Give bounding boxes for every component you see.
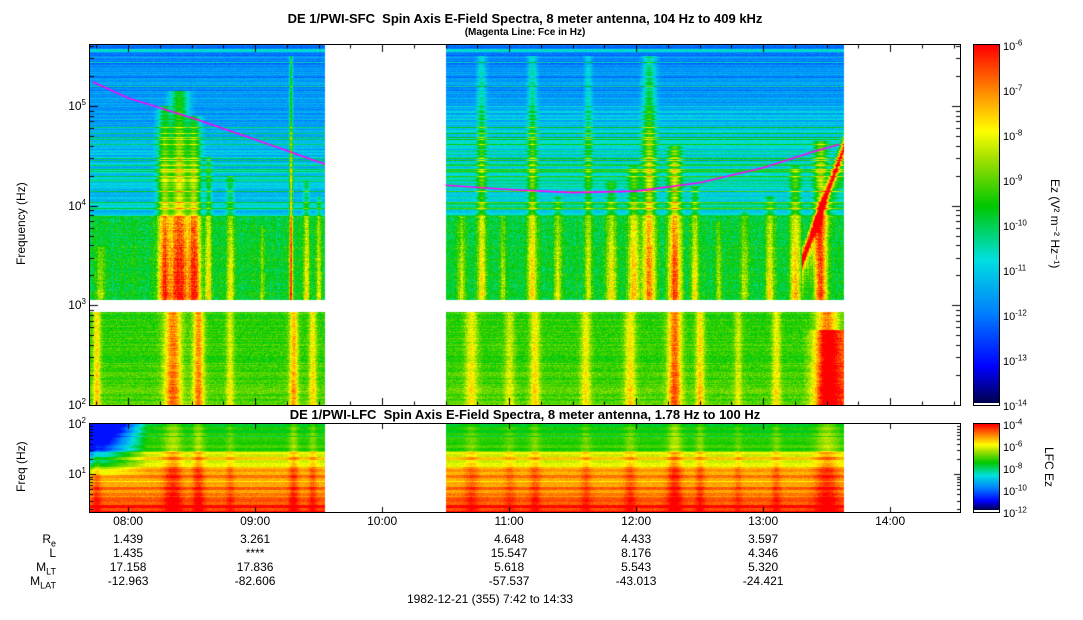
ephemeris-value: 17.158 xyxy=(109,560,147,574)
ephemeris-value: 8.176 xyxy=(621,546,652,560)
lfc-colorbar xyxy=(973,423,1000,513)
time-tick-label: 12:00 xyxy=(621,514,652,528)
ephemeris-value: 4.346 xyxy=(748,546,779,560)
lfc-colorbar-canvas xyxy=(974,424,999,510)
sfc-colorbar-tick-label: 10-9 xyxy=(1003,173,1023,188)
lfc-y-axis-label: Freq (Hz) xyxy=(14,441,28,493)
sfc-spectrogram-panel xyxy=(89,44,961,406)
ephemeris-value: 4.648 xyxy=(494,532,525,546)
time-tick-label: 09:00 xyxy=(240,514,271,528)
lfc-colorbar-tick-label: 10-4 xyxy=(1003,417,1023,432)
ephemeris-value: 1.439 xyxy=(113,532,144,546)
ephemeris-row-label: L xyxy=(49,546,56,560)
lfc-colorbar-tick-label: 10-12 xyxy=(1003,505,1027,520)
ephemeris-row-label: MLAT xyxy=(30,574,56,591)
ephemeris-value: 17.836 xyxy=(236,560,274,574)
lfc-ytick-label: 102 xyxy=(68,416,86,431)
ephemeris-value: 1.435 xyxy=(113,546,144,560)
sfc-colorbar-tick-label: 10-11 xyxy=(1003,263,1027,278)
time-tick-label: 10:00 xyxy=(367,514,398,528)
ephemeris-value: 5.543 xyxy=(621,560,652,574)
lfc-colorbar-tick-label: 10-8 xyxy=(1003,461,1023,476)
sfc-subtitle: (Magenta Line: Fce in Hz) xyxy=(464,27,586,38)
ephemeris-value: -43.013 xyxy=(615,574,657,588)
sfc-colorbar-tick-label: 10-6 xyxy=(1003,38,1023,53)
sfc-colorbar-tick-label: 10-13 xyxy=(1003,353,1027,368)
sfc-title: DE 1/PWI-SFC Spin Axis E-Field Spectra, … xyxy=(287,11,763,26)
sfc-colorbar-label: Ez (V² m⁻² Hz⁻¹) xyxy=(1048,179,1062,269)
ephemeris-value: 5.320 xyxy=(748,560,779,574)
sfc-colorbar-canvas xyxy=(974,45,999,403)
sfc-colorbar-tick-label: 10-8 xyxy=(1003,128,1023,143)
lfc-ytick-label: 101 xyxy=(68,466,86,482)
sfc-colorbar-tick-label: 10-7 xyxy=(1003,83,1023,98)
ephemeris-value: 15.547 xyxy=(490,546,528,560)
sfc-ytick-label: 104 xyxy=(68,197,86,213)
sfc-y-axis-label: Frequency (Hz) xyxy=(14,182,28,266)
time-tick-label: 13:00 xyxy=(748,514,779,528)
sfc-colorbar xyxy=(973,44,1000,406)
ephemeris-value: -57.537 xyxy=(488,574,530,588)
sfc-ytick-label: 103 xyxy=(68,297,86,313)
sfc-colorbar-tick-label: 10-10 xyxy=(1003,218,1027,233)
ephemeris-value: -12.963 xyxy=(107,574,149,588)
lfc-colorbar-tick-label: 10-10 xyxy=(1003,483,1027,498)
lfc-spectrogram-panel xyxy=(89,423,961,513)
sfc-ytick-label: 105 xyxy=(68,97,86,113)
lfc-title: DE 1/PWI-LFC Spin Axis E-Field Spectra, … xyxy=(289,407,761,422)
ephemeris-value: **** xyxy=(245,546,265,560)
ephemeris-row-label: Re xyxy=(42,532,56,549)
lfc-colorbar-tick-label: 10-6 xyxy=(1003,439,1023,454)
lfc-colorbar-label: LFC Ez xyxy=(1042,446,1056,487)
ephemeris-value: 3.597 xyxy=(748,532,779,546)
ephemeris-value: 5.618 xyxy=(494,560,525,574)
ephemeris-value: 4.433 xyxy=(621,532,652,546)
sfc-spectrogram-canvas xyxy=(90,45,960,405)
date-range-footer: 1982-12-21 (355) 7:42 to 14:33 xyxy=(406,592,574,606)
sfc-colorbar-tick-label: 10-14 xyxy=(1003,398,1027,413)
time-tick-label: 11:00 xyxy=(494,514,524,528)
ephemeris-value: -82.606 xyxy=(234,574,276,588)
ephemeris-row-label: MLT xyxy=(36,560,56,577)
ephemeris-value: 3.261 xyxy=(240,532,271,546)
sfc-colorbar-tick-label: 10-12 xyxy=(1003,308,1027,323)
time-tick-label: 14:00 xyxy=(875,514,906,528)
sfc-ytick-label: 102 xyxy=(68,397,86,412)
ephemeris-value: -24.421 xyxy=(742,574,784,588)
time-tick-label: 08:00 xyxy=(113,514,144,528)
lfc-spectrogram-canvas xyxy=(90,424,960,512)
